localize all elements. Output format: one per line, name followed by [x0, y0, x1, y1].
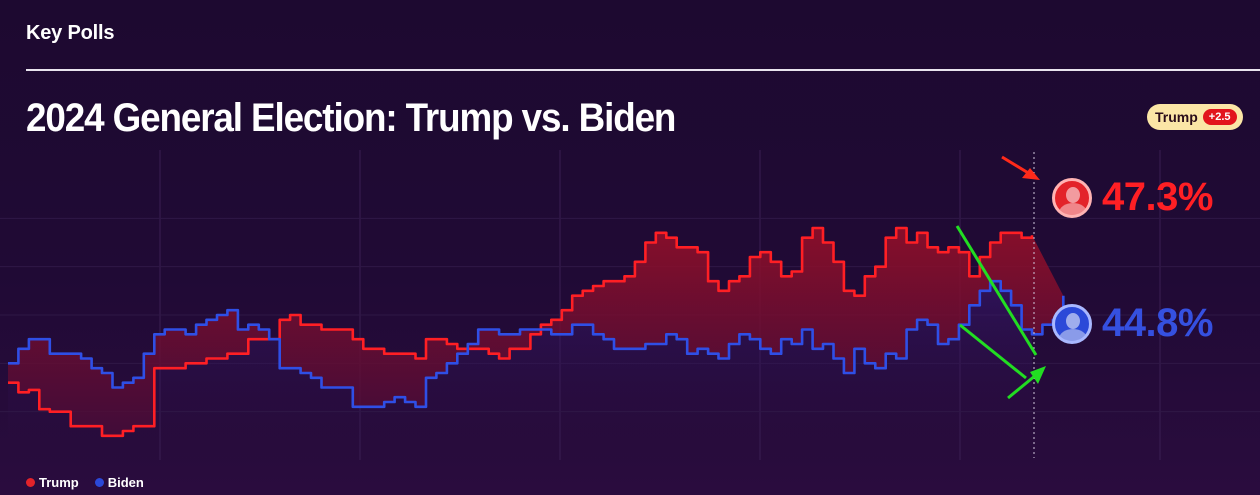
biden-portrait-icon	[1052, 303, 1092, 344]
green-trend-line-lower	[959, 323, 1027, 380]
biden-callout: 44.8%	[1052, 301, 1213, 346]
trump-arrowhead	[1022, 168, 1040, 180]
legend-label: Biden	[107, 475, 144, 490]
green-arrowhead	[1030, 366, 1046, 384]
leader-margin: +2.5	[1202, 109, 1237, 125]
trump-portrait-icon	[1052, 177, 1092, 218]
legend-item-trump: Trump	[26, 475, 79, 490]
legend-dot-biden	[94, 478, 104, 487]
section-title: Key Polls	[26, 22, 115, 44]
legend-label: Trump	[39, 475, 79, 490]
series-line-biden	[8, 279, 1065, 409]
series-line-trump	[8, 226, 1034, 438]
leader-name: Trump	[1155, 109, 1198, 125]
area-under-lines	[8, 281, 1032, 460]
green-arrow	[1007, 373, 1037, 400]
biden-value: 44.8%	[1102, 301, 1213, 345]
legend-dot-trump	[26, 478, 35, 487]
leader-badge: Trump +2.5	[1147, 104, 1243, 130]
legend-item-biden: Biden	[94, 475, 144, 490]
area-between-lines	[8, 228, 1064, 436]
page-title: 2024 General Election: Trump vs. Biden	[26, 96, 676, 140]
section-divider	[26, 69, 1260, 71]
annotation-arrows	[955, 155, 1046, 400]
trump-callout: 47.3%	[1052, 175, 1213, 220]
green-trend-line-upper	[955, 225, 1038, 356]
polling-chart	[0, 150, 1260, 460]
trump-value: 47.3%	[1102, 175, 1213, 219]
chart-legend: Trump Biden	[26, 475, 144, 490]
trump-arrow	[1001, 155, 1031, 176]
